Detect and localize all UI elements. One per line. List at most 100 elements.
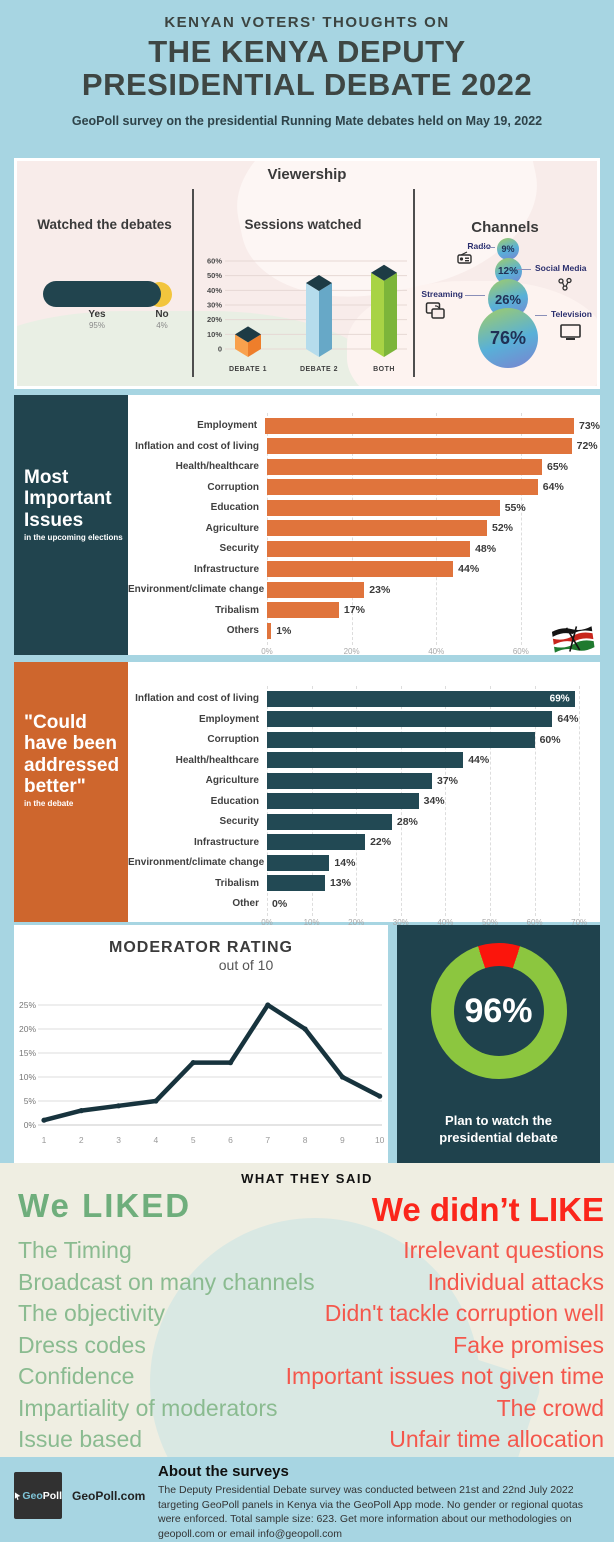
svg-text:5%: 5% xyxy=(24,1096,37,1106)
liked-item: The Timing xyxy=(18,1237,132,1263)
bar-value: 60% xyxy=(539,733,561,746)
svg-text:3: 3 xyxy=(116,1135,121,1145)
axis-tick-label: 40% xyxy=(437,918,454,927)
bar-value: 34% xyxy=(423,795,445,807)
channel-connector xyxy=(481,247,495,248)
what-they-said-section: WHAT THEY SAID We LIKED We didn’t LIKE T… xyxy=(0,1163,614,1457)
svg-text:25%: 25% xyxy=(19,1000,36,1010)
axis-tick-label: 30% xyxy=(392,918,409,927)
bar-row: Agriculture 52% xyxy=(128,520,600,537)
bar-row: Other 0% xyxy=(128,895,600,912)
plan-donut-chart: 96% xyxy=(430,943,567,1079)
axis-tick-label: 60% xyxy=(526,918,543,927)
axis-tick-label: 10% xyxy=(303,918,320,927)
plan-donut-hole: 96% xyxy=(453,966,544,1056)
bar xyxy=(267,772,432,789)
bar-row: Health/healthcare 44% xyxy=(128,752,600,769)
bar xyxy=(267,793,419,809)
bar xyxy=(267,731,535,748)
watched-no-label: No 4% xyxy=(142,309,182,330)
bar-row: Environment/climate change 14% xyxy=(128,854,600,871)
axis-tick-label: 20% xyxy=(343,647,360,656)
grid-line xyxy=(534,686,536,916)
bar-label: Health/healthcare xyxy=(175,461,259,472)
bar-value: 17% xyxy=(343,604,365,616)
moderator-rating-subtitle: out of 10 xyxy=(218,957,274,973)
liked-item: Confidence xyxy=(18,1363,135,1389)
important-issues-heading: Most Important Issues xyxy=(24,467,112,531)
bar-label: Corruption xyxy=(207,481,259,493)
liked-item: Broadcast on many channels xyxy=(18,1268,315,1295)
axis-tick-label: 40% xyxy=(428,647,445,656)
bar xyxy=(267,875,325,891)
bar-value: 64% xyxy=(557,713,579,725)
bar-label: Tribalism xyxy=(215,604,259,616)
bar-row: Education 34% xyxy=(128,793,600,810)
bar xyxy=(267,540,471,557)
watched-pill-chart xyxy=(43,281,172,307)
svg-text:40%: 40% xyxy=(207,286,222,295)
sessions-bar-chart: 0 10% 20% 30% 40% 50% 60% DEBATE 1 DEBATE 2 BOTH xyxy=(207,257,407,373)
bar xyxy=(267,479,538,495)
bar-label: Infrastructure xyxy=(193,836,259,848)
bar-label: Tribalism xyxy=(215,877,259,889)
disliked-item: The crowd xyxy=(496,1394,604,1421)
important-issues-sidebar: Most Important Issues in the upcoming el… xyxy=(14,395,128,655)
bar-row: Security 48% xyxy=(128,540,600,557)
logo-caption: GeoPoll.com xyxy=(72,1489,146,1503)
bar-value: 22% xyxy=(370,836,392,848)
disliked-item: Individual attacks xyxy=(427,1268,604,1295)
bar-row: Agriculture 37% xyxy=(128,772,600,789)
svg-text:6: 6 xyxy=(228,1135,233,1145)
bar-row: Tribalism 17% xyxy=(128,602,600,619)
liked-item: Impartiality of moderators xyxy=(18,1394,278,1421)
bar-label: Inflation and cost of living xyxy=(135,693,259,704)
logo-text-geo: Geo xyxy=(22,1489,43,1502)
streaming-icon xyxy=(425,301,446,325)
bar-label: Environment/climate change xyxy=(128,857,265,868)
divider-1 xyxy=(192,189,194,377)
addressed-better-chart: 0% 10% 20% 30% 40% 50% 60% 70% Inflation and cos… xyxy=(128,662,600,927)
bar-label: Agriculture xyxy=(205,522,259,534)
bar xyxy=(265,417,574,434)
bar-label: Inflation and cost of living xyxy=(135,440,259,452)
plan-donut-value: 96% xyxy=(464,991,533,1030)
liked-item: Dress codes xyxy=(18,1331,146,1358)
watched-yes-segment xyxy=(43,281,161,307)
bar-row: Infrastructure 44% xyxy=(128,561,600,578)
addressed-better-subheading: in the debate xyxy=(24,799,74,809)
page-title-line2: PRESIDENTIAL DEBATE 2022 xyxy=(81,67,533,103)
axis-tick-label: 20% xyxy=(348,918,365,927)
bar-row: Corruption 64% xyxy=(128,479,600,496)
axis-tick-label: 0% xyxy=(261,918,273,927)
liked-item: Issue based xyxy=(18,1426,143,1452)
page-title-line1: THE KENYA DEPUTY xyxy=(148,34,466,69)
watched-no-text: No xyxy=(155,309,169,320)
what-they-said-header: WHAT THEY SAID xyxy=(241,1171,373,1186)
bar-label: Infrastructure xyxy=(193,563,259,575)
bar-value: 28% xyxy=(396,815,418,828)
bar-row: Education 55% xyxy=(128,499,600,516)
bar xyxy=(267,438,572,454)
plan-to-watch-panel: 96% Plan to watch the presidential debat… xyxy=(397,925,600,1163)
bar-label: Employment xyxy=(198,713,259,725)
disliked-item: Irrelevant questions xyxy=(403,1237,604,1263)
bar-row: Inflation and cost of living 72% xyxy=(128,438,600,455)
liked-list: The Timing Broadcast on many channels The … xyxy=(18,1235,315,1456)
disliked-title: We didn’t LIKE xyxy=(371,1191,604,1228)
grid-line xyxy=(489,686,491,916)
logo-text-poll: Poll xyxy=(42,1489,62,1502)
svg-text:DEBATE 1: DEBATE 1 xyxy=(229,366,267,373)
watched-yes-label: Yes 95% xyxy=(77,309,117,330)
bar-label: Others xyxy=(226,625,259,636)
bar xyxy=(267,581,365,598)
about-title: About the surveys xyxy=(158,1463,289,1480)
bar-row: Corruption 60% xyxy=(128,731,600,748)
bar-row: Security 28% xyxy=(128,813,600,830)
divider-2 xyxy=(413,189,415,377)
bar-value: 44% xyxy=(468,754,490,766)
bar-value: 23% xyxy=(369,583,391,596)
about-block: About the surveys The Deputy Presidentia… xyxy=(158,1463,602,1542)
liked-item: The objectivity xyxy=(18,1300,166,1326)
svg-text:BOTH: BOTH xyxy=(373,366,395,373)
